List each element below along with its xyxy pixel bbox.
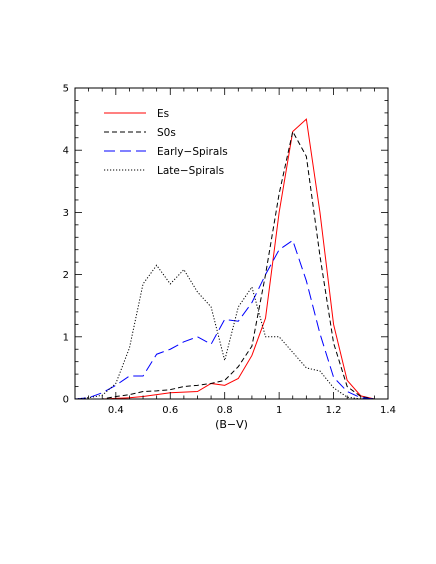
y-tick-label: 4 — [63, 146, 69, 157]
series-line-0 — [75, 118, 388, 399]
y-tick-label: 3 — [63, 208, 69, 219]
y-tick-label: 2 — [63, 270, 69, 281]
x-tick-label: 1 — [276, 405, 282, 416]
y-tick-label: 0 — [63, 395, 69, 406]
legend-label-1: S0s — [157, 127, 176, 139]
tick-layer: 0.4 0.6 0.8 1 1.2 1.4 0 1 2 3 4 5 — [63, 84, 396, 417]
series-layer — [75, 118, 388, 399]
x-tick-label: 0.8 — [217, 405, 233, 416]
y-tick-label: 1 — [63, 332, 69, 343]
legend-label-3: Late−Spirals — [157, 165, 224, 177]
legend-label-0: Es — [157, 108, 169, 120]
x-tick-label: 1.4 — [380, 405, 396, 416]
series-line-3 — [75, 264, 388, 399]
x-tick-label: 0.6 — [162, 405, 178, 416]
x-tick-label: 0.4 — [108, 405, 124, 416]
x-axis-label: (B−V) — [215, 418, 248, 431]
y-tick-label: 5 — [63, 84, 69, 95]
legend-label-2: Early−Spirals — [157, 146, 228, 158]
series-line-2 — [75, 239, 388, 399]
series-line-1 — [75, 130, 388, 399]
plot-frame — [74, 87, 389, 400]
legend: Es S0s Early−Spirals Late−Spirals — [104, 108, 228, 177]
x-tick-label: 1.2 — [326, 405, 342, 416]
